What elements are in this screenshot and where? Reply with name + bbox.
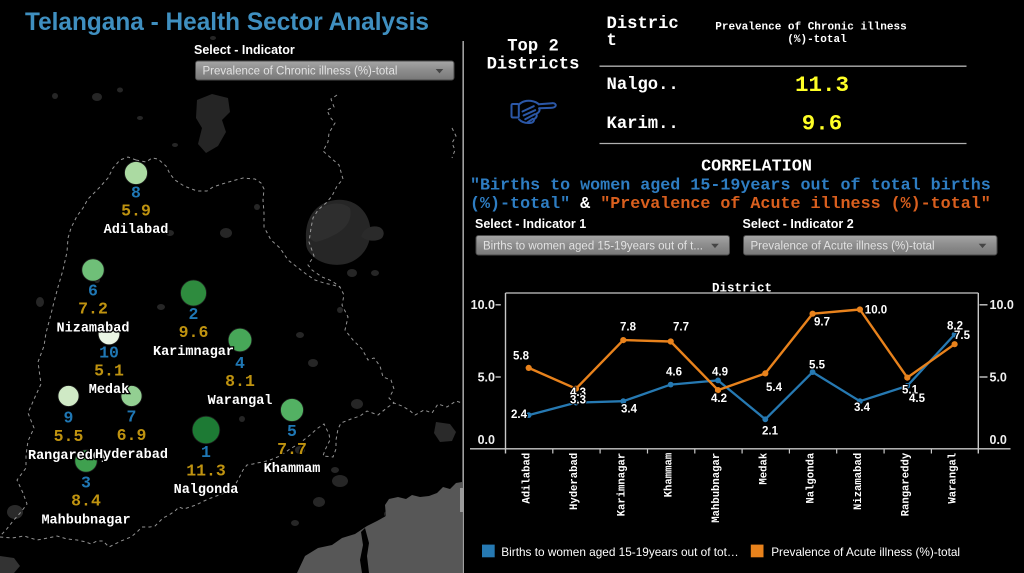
svg-text:Select - Indicator 2: Select - Indicator 2 [743, 217, 854, 231]
svg-text:t: t [607, 32, 617, 51]
svg-text:4.2: 4.2 [711, 393, 727, 405]
svg-text:9.7: 9.7 [814, 317, 830, 329]
svg-text:8.4: 8.4 [71, 492, 101, 511]
svg-text:Medak: Medak [89, 383, 130, 398]
svg-text:Adilabad: Adilabad [522, 453, 534, 504]
svg-text:4.9: 4.9 [712, 367, 728, 379]
svg-text:Prevalence of Chronic illness: Prevalence of Chronic illness (%)-total [203, 66, 398, 78]
svg-text:Prevalence of Chronic illness: Prevalence of Chronic illness [715, 22, 906, 34]
svg-text:Karimnagar: Karimnagar [616, 453, 628, 517]
svg-text:Nizamabad: Nizamabad [853, 453, 865, 510]
svg-text:7.7: 7.7 [277, 440, 307, 459]
svg-text:9: 9 [64, 409, 74, 428]
svg-text:0.0: 0.0 [990, 433, 1007, 447]
svg-text:Khammam: Khammam [264, 462, 321, 477]
svg-text:Khammam: Khammam [664, 453, 676, 498]
svg-text:Nalgo..: Nalgo.. [607, 76, 679, 95]
svg-text:6: 6 [88, 282, 98, 301]
svg-text:4.6: 4.6 [666, 367, 682, 379]
svg-text:Warangal: Warangal [208, 394, 273, 409]
svg-text:4: 4 [235, 354, 245, 373]
svg-text:5.0: 5.0 [478, 370, 495, 384]
svg-text:3.4: 3.4 [854, 402, 871, 414]
svg-text:Mahbubnagar: Mahbubnagar [711, 453, 723, 523]
svg-text:2.4: 2.4 [511, 409, 528, 421]
svg-text:8.2: 8.2 [947, 321, 963, 333]
svg-text:11.3: 11.3 [795, 72, 849, 98]
svg-text:Medak: Medak [758, 452, 770, 484]
svg-text:10.0: 10.0 [865, 305, 887, 317]
svg-text:CORRELATION: CORRELATION [701, 158, 812, 177]
svg-text:(%)-total: (%)-total [787, 34, 847, 46]
svg-text:5.9: 5.9 [121, 202, 151, 221]
svg-text:Top 2: Top 2 [507, 38, 559, 57]
svg-text:District: District [712, 282, 772, 296]
svg-text:Mahbubnagar: Mahbubnagar [41, 514, 130, 529]
svg-text:5.8: 5.8 [513, 351, 530, 363]
svg-text:9.6: 9.6 [802, 111, 843, 137]
svg-text:1: 1 [201, 443, 211, 462]
svg-text:7.8: 7.8 [620, 322, 637, 334]
svg-text:5.0: 5.0 [990, 370, 1007, 384]
svg-text:2: 2 [189, 305, 199, 324]
svg-text:10: 10 [99, 344, 119, 363]
svg-text:0.0: 0.0 [478, 433, 495, 447]
svg-text:5.5: 5.5 [809, 360, 826, 372]
svg-text:Births to women aged 15-19year: Births to women aged 15-19years out of t… [483, 241, 703, 253]
svg-text:4.5: 4.5 [909, 393, 926, 405]
svg-text:8.1: 8.1 [225, 372, 255, 391]
svg-text:Rangareddy: Rangareddy [28, 449, 109, 464]
svg-text:Adilabad: Adilabad [104, 223, 169, 238]
svg-text:Prevalence of Acute illness (%: Prevalence of Acute illness (%)-total [751, 241, 935, 253]
svg-text:Karimnagar: Karimnagar [153, 345, 234, 360]
svg-text:4.3: 4.3 [570, 387, 586, 399]
svg-text:5.4: 5.4 [766, 382, 783, 394]
svg-text:3.3: 3.3 [570, 395, 586, 407]
svg-text:5.1: 5.1 [94, 362, 124, 381]
svg-text:Districts: Districts [487, 56, 580, 75]
svg-text:11.3: 11.3 [186, 462, 226, 481]
svg-text:Hyderabad: Hyderabad [95, 448, 168, 463]
svg-text:Warangal: Warangal [948, 453, 960, 504]
svg-text:3.4: 3.4 [621, 404, 638, 416]
svg-text:Births to women aged 15-19year: Births to women aged 15-19years out of t… [501, 545, 738, 559]
svg-text:10.0: 10.0 [990, 298, 1014, 312]
svg-text:Prevalence of Acute illness (%: Prevalence of Acute illness (%)-total [771, 545, 960, 559]
svg-text:"Births to women aged 15-19yea: "Births to women aged 15-19years out of … [470, 177, 991, 196]
svg-text:5: 5 [287, 422, 297, 441]
svg-text:Nalgonda: Nalgonda [806, 452, 818, 504]
svg-text:7: 7 [127, 408, 137, 427]
svg-text:Select - Indicator: Select - Indicator [194, 43, 295, 57]
svg-text:5.1: 5.1 [902, 385, 919, 397]
svg-text:6.9: 6.9 [117, 426, 147, 445]
svg-text:7.7: 7.7 [673, 322, 689, 334]
svg-text:Distric: Distric [607, 15, 679, 34]
svg-text:8: 8 [131, 184, 141, 203]
svg-text:5.5: 5.5 [54, 427, 84, 446]
svg-text:Telangana - Health Sector Anal: Telangana - Health Sector Analysis [25, 8, 429, 36]
svg-text:Nizamabad: Nizamabad [57, 322, 130, 337]
svg-text:9.6: 9.6 [179, 323, 209, 342]
svg-text:Nalgonda: Nalgonda [174, 483, 239, 498]
svg-text:Select - Indicator 1: Select - Indicator 1 [475, 217, 586, 231]
svg-text:7.2: 7.2 [78, 300, 108, 319]
svg-text:Karim..: Karim.. [607, 115, 679, 134]
svg-text:3: 3 [81, 474, 91, 493]
svg-text:(%)-total" & "Prevalence of Ac: (%)-total" & "Prevalence of Acute illnes… [470, 195, 991, 214]
svg-text:7.5: 7.5 [954, 330, 971, 342]
svg-text:Hyderabad: Hyderabad [569, 453, 581, 510]
svg-text:10.0: 10.0 [471, 298, 495, 312]
svg-text:2.1: 2.1 [762, 426, 779, 438]
svg-text:Rangareddy: Rangareddy [900, 452, 912, 516]
